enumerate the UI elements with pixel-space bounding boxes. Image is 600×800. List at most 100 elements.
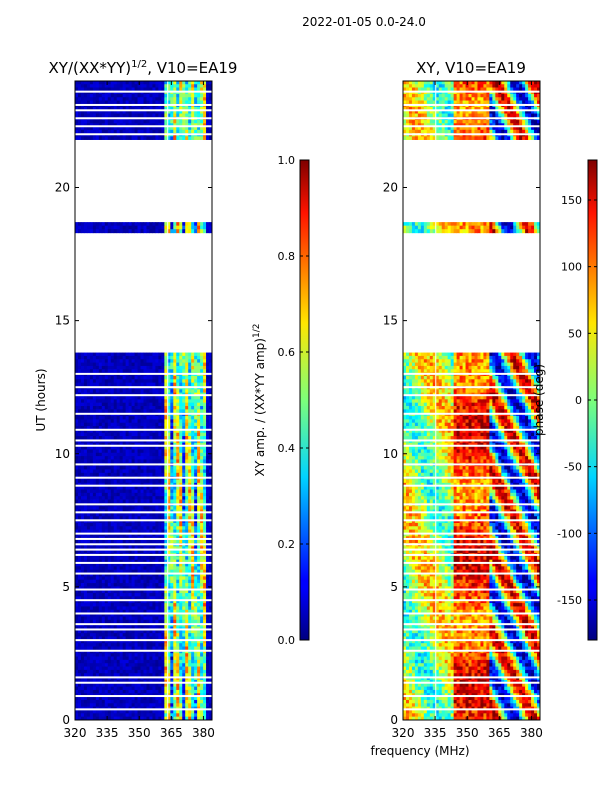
heatmap-cell	[209, 673, 212, 677]
heatmap-cell	[149, 589, 153, 594]
heatmap-cell	[200, 609, 204, 614]
heatmap-cell	[134, 663, 138, 667]
heatmap-cell	[206, 633, 210, 637]
heatmap-cell	[182, 456, 186, 460]
heatmap-cell	[158, 626, 162, 631]
heatmap-cell	[89, 419, 94, 424]
heatmap-cell	[75, 579, 79, 584]
heatmap-cell	[164, 486, 168, 490]
heatmap-cell	[140, 512, 144, 517]
heatmap-cell	[173, 546, 177, 551]
heatmap-cell	[140, 663, 144, 667]
heatmap-cell	[116, 389, 121, 394]
heatmap-cell	[158, 676, 162, 681]
heatmap-cell	[107, 426, 112, 430]
heatmap-cell	[158, 449, 162, 454]
heatmap-cell	[152, 569, 156, 574]
heatmap-cell	[86, 646, 91, 651]
heatmap-cell	[146, 529, 150, 534]
heatmap-cell	[101, 436, 106, 440]
heatmap-cell	[152, 359, 156, 363]
heatmap-cell	[83, 583, 88, 587]
heatmap-cell	[167, 676, 171, 681]
heatmap-cell	[80, 673, 85, 677]
heatmap-cell	[161, 586, 165, 591]
heatmap-cell	[86, 709, 91, 714]
heatmap-cell	[80, 686, 85, 691]
heatmap-cell	[182, 399, 186, 404]
heatmap-cell	[134, 466, 138, 470]
heatmap-cell	[185, 486, 189, 490]
heatmap-cell	[137, 459, 141, 464]
heatmap-cell	[179, 399, 183, 404]
heatmap-cell	[182, 689, 186, 694]
heatmap-cell	[89, 656, 94, 661]
heatmap-cell	[128, 496, 132, 500]
heatmap-cell	[158, 426, 162, 430]
heatmap-cell	[140, 613, 144, 617]
heatmap-cell	[116, 599, 121, 604]
heatmap-cell	[179, 459, 183, 464]
heatmap-cell	[206, 416, 210, 420]
heatmap-cell	[188, 466, 192, 470]
heatmap-cell	[197, 426, 201, 430]
heatmap-cell	[140, 539, 144, 544]
heatmap-cell	[173, 516, 177, 520]
heatmap-cell	[86, 579, 91, 584]
heatmap-cell	[206, 506, 210, 510]
heatmap-cell	[75, 362, 79, 367]
heatmap-cell	[95, 586, 100, 591]
heatmap-cell	[125, 416, 130, 420]
heatmap-cell	[197, 583, 201, 587]
heatmap-cell	[75, 699, 79, 704]
heatmap-cell	[80, 409, 85, 414]
heatmap-cell	[128, 603, 132, 607]
heatmap-cell	[155, 409, 159, 414]
heatmap-cell	[95, 589, 100, 594]
heatmap-cell	[143, 352, 147, 357]
heatmap-cell	[98, 576, 103, 581]
heatmap-cell	[113, 532, 118, 537]
heatmap-cell	[149, 486, 153, 490]
heatmap-cell	[203, 375, 207, 380]
heatmap-cell	[110, 532, 115, 537]
heatmap-cell	[155, 653, 159, 657]
heatmap-cell	[131, 609, 135, 614]
heatmap-cell	[149, 422, 153, 427]
heatmap-cell	[173, 559, 177, 564]
heatmap-cell	[113, 659, 118, 664]
heatmap-cell	[137, 355, 141, 360]
heatmap-cell	[173, 442, 177, 447]
heatmap-cell	[164, 489, 168, 494]
heatmap-cell	[146, 616, 150, 621]
heatmap-cell	[143, 486, 147, 490]
heatmap-cell	[137, 472, 141, 477]
heatmap-cell	[95, 603, 100, 607]
heatmap-cell	[95, 426, 100, 430]
amplitude-title-sup: 1/2	[131, 59, 147, 70]
heatmap-cell	[83, 402, 88, 407]
heatmap-cell	[116, 519, 121, 524]
heatmap-cell	[152, 646, 156, 651]
heatmap-cell	[75, 589, 79, 594]
heatmap-cell	[185, 529, 189, 534]
heatmap-cell	[143, 456, 147, 460]
heatmap-cell	[107, 466, 112, 470]
figure-suptitle: 2022-01-05 0.0-24.0	[302, 15, 426, 29]
heatmap-cell	[92, 546, 97, 551]
heatmap-cell	[206, 656, 210, 661]
heatmap-cell	[140, 599, 144, 604]
heatmap-cell	[110, 593, 115, 597]
heatmap-cell	[209, 643, 212, 647]
heatmap-cell	[131, 406, 135, 410]
heatmap-cell	[170, 606, 174, 611]
heatmap-cell	[77, 526, 82, 531]
heatmap-cell	[164, 699, 168, 704]
heatmap-cell	[128, 529, 132, 534]
heatmap-cell	[98, 709, 103, 714]
heatmap-cell	[167, 506, 171, 510]
heatmap-cell	[116, 606, 121, 611]
heatmap-cell	[95, 673, 100, 677]
heatmap-cell	[116, 365, 121, 370]
heatmap-cell	[137, 613, 141, 617]
